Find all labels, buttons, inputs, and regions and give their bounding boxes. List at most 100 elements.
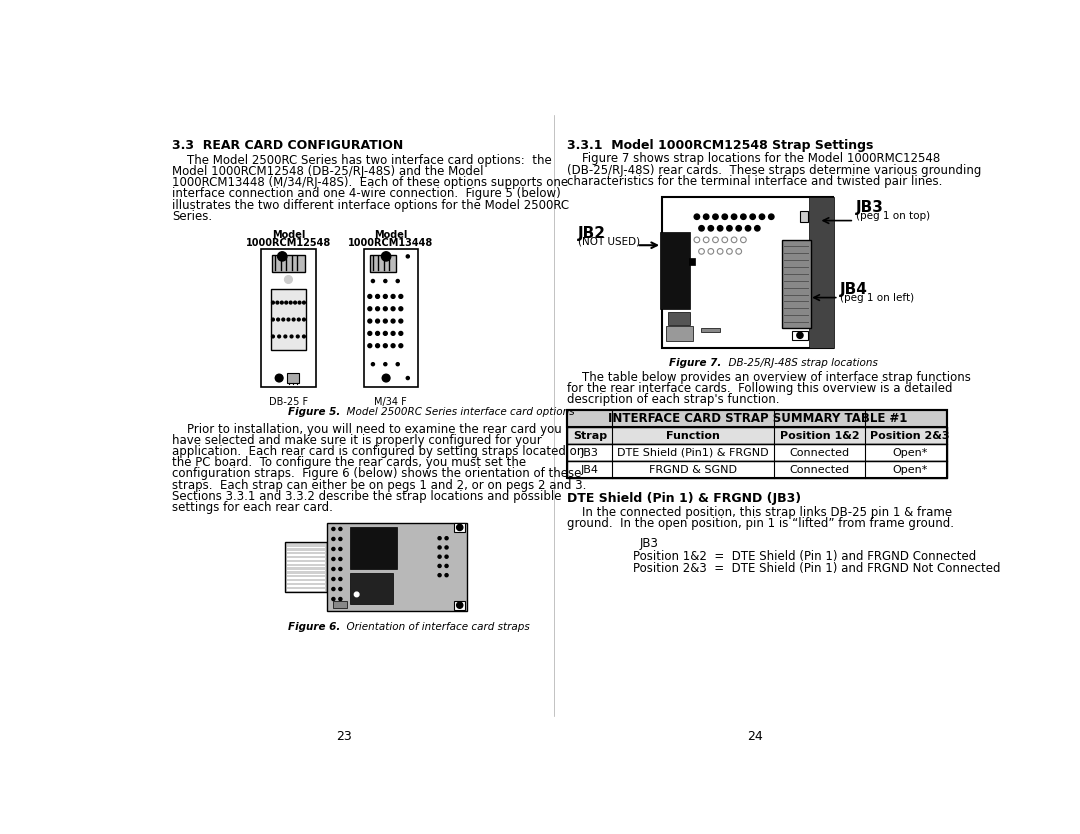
Circle shape: [383, 307, 388, 311]
Text: JB2: JB2: [578, 226, 606, 241]
Circle shape: [438, 565, 441, 567]
Circle shape: [271, 318, 274, 321]
Circle shape: [339, 537, 342, 540]
Circle shape: [332, 557, 335, 560]
Bar: [800, 211, 808, 222]
Circle shape: [696, 239, 699, 241]
Text: Model: Model: [272, 230, 306, 240]
Bar: [272, 255, 305, 272]
Text: settings for each rear card.: settings for each rear card.: [172, 501, 333, 514]
Circle shape: [354, 592, 359, 597]
Circle shape: [297, 318, 300, 321]
Circle shape: [700, 250, 703, 253]
Circle shape: [704, 239, 707, 241]
Circle shape: [750, 214, 755, 219]
Circle shape: [368, 319, 372, 323]
Circle shape: [717, 225, 723, 231]
Circle shape: [278, 252, 287, 261]
Circle shape: [399, 331, 403, 335]
Circle shape: [302, 318, 306, 321]
Circle shape: [383, 363, 387, 366]
Circle shape: [445, 565, 448, 567]
Circle shape: [759, 214, 765, 219]
Circle shape: [383, 331, 388, 335]
Circle shape: [383, 344, 388, 348]
Text: description of each strap's function.: description of each strap's function.: [567, 393, 780, 406]
Text: JB4: JB4: [581, 465, 599, 475]
Circle shape: [745, 225, 751, 231]
Circle shape: [724, 239, 727, 241]
Bar: [287, 570, 325, 571]
Bar: [455, 600, 465, 610]
Text: Strap: Strap: [572, 431, 607, 441]
Circle shape: [391, 344, 395, 348]
Circle shape: [368, 344, 372, 348]
Circle shape: [369, 361, 376, 367]
Bar: [666, 326, 693, 341]
Circle shape: [445, 536, 448, 540]
Circle shape: [400, 375, 406, 381]
Circle shape: [732, 239, 735, 241]
Text: Connected: Connected: [789, 448, 849, 458]
Bar: [284, 542, 327, 592]
Text: Connected: Connected: [789, 465, 849, 475]
Circle shape: [399, 344, 403, 348]
Circle shape: [383, 279, 387, 283]
Circle shape: [438, 574, 441, 576]
Bar: [287, 562, 325, 564]
Bar: [287, 574, 325, 575]
Circle shape: [797, 332, 804, 339]
Circle shape: [281, 301, 283, 304]
Circle shape: [285, 301, 287, 304]
Bar: [261, 249, 315, 387]
Text: Position 1&2: Position 1&2: [780, 431, 859, 441]
Text: JB3: JB3: [855, 200, 883, 215]
Bar: [793, 331, 808, 340]
Text: JB4: JB4: [840, 282, 868, 297]
Text: 24: 24: [747, 730, 762, 743]
Circle shape: [383, 319, 388, 323]
Text: Prior to installation, you will need to examine the rear card you: Prior to installation, you will need to …: [172, 423, 562, 435]
Circle shape: [391, 307, 395, 311]
Text: Figure 6.: Figure 6.: [288, 622, 340, 632]
Circle shape: [735, 249, 742, 254]
Circle shape: [769, 214, 774, 219]
Circle shape: [727, 249, 732, 254]
Text: 1000RCM13448: 1000RCM13448: [348, 238, 433, 248]
Circle shape: [400, 254, 406, 259]
Bar: [364, 249, 418, 387]
Text: 3.3  REAR CARD CONFIGURATION: 3.3 REAR CARD CONFIGURATION: [172, 138, 404, 152]
Circle shape: [735, 225, 742, 231]
Text: straps.  Each strap can either be on pegs 1 and 2, or on pegs 2 and 3.: straps. Each strap can either be on pegs…: [172, 479, 586, 491]
Bar: [567, 461, 947, 478]
Circle shape: [438, 555, 441, 558]
Circle shape: [394, 361, 401, 367]
Bar: [287, 558, 325, 560]
Text: (peg 1 on left): (peg 1 on left): [840, 293, 915, 303]
Circle shape: [727, 225, 732, 231]
Circle shape: [332, 547, 335, 550]
Circle shape: [368, 307, 372, 311]
Text: interface connection and one 4-wire connection.  Figure 5 (below): interface connection and one 4-wire conn…: [172, 188, 561, 200]
Bar: [567, 410, 947, 427]
Circle shape: [728, 250, 731, 253]
Circle shape: [376, 294, 379, 299]
Circle shape: [694, 214, 700, 219]
Circle shape: [723, 237, 728, 243]
Bar: [287, 374, 299, 383]
Bar: [287, 566, 325, 567]
Bar: [567, 445, 947, 461]
Text: Position 2&3: Position 2&3: [870, 431, 949, 441]
Circle shape: [332, 537, 335, 540]
Text: have selected and make sure it is properly configured for your: have selected and make sure it is proper…: [172, 434, 542, 447]
Circle shape: [741, 214, 746, 219]
Bar: [287, 555, 325, 556]
Circle shape: [368, 294, 372, 299]
Circle shape: [713, 214, 718, 219]
Circle shape: [296, 335, 299, 338]
Text: (peg 1 on top): (peg 1 on top): [855, 210, 930, 220]
Circle shape: [382, 374, 390, 382]
Bar: [287, 589, 325, 590]
Circle shape: [708, 225, 714, 231]
Circle shape: [302, 335, 306, 338]
